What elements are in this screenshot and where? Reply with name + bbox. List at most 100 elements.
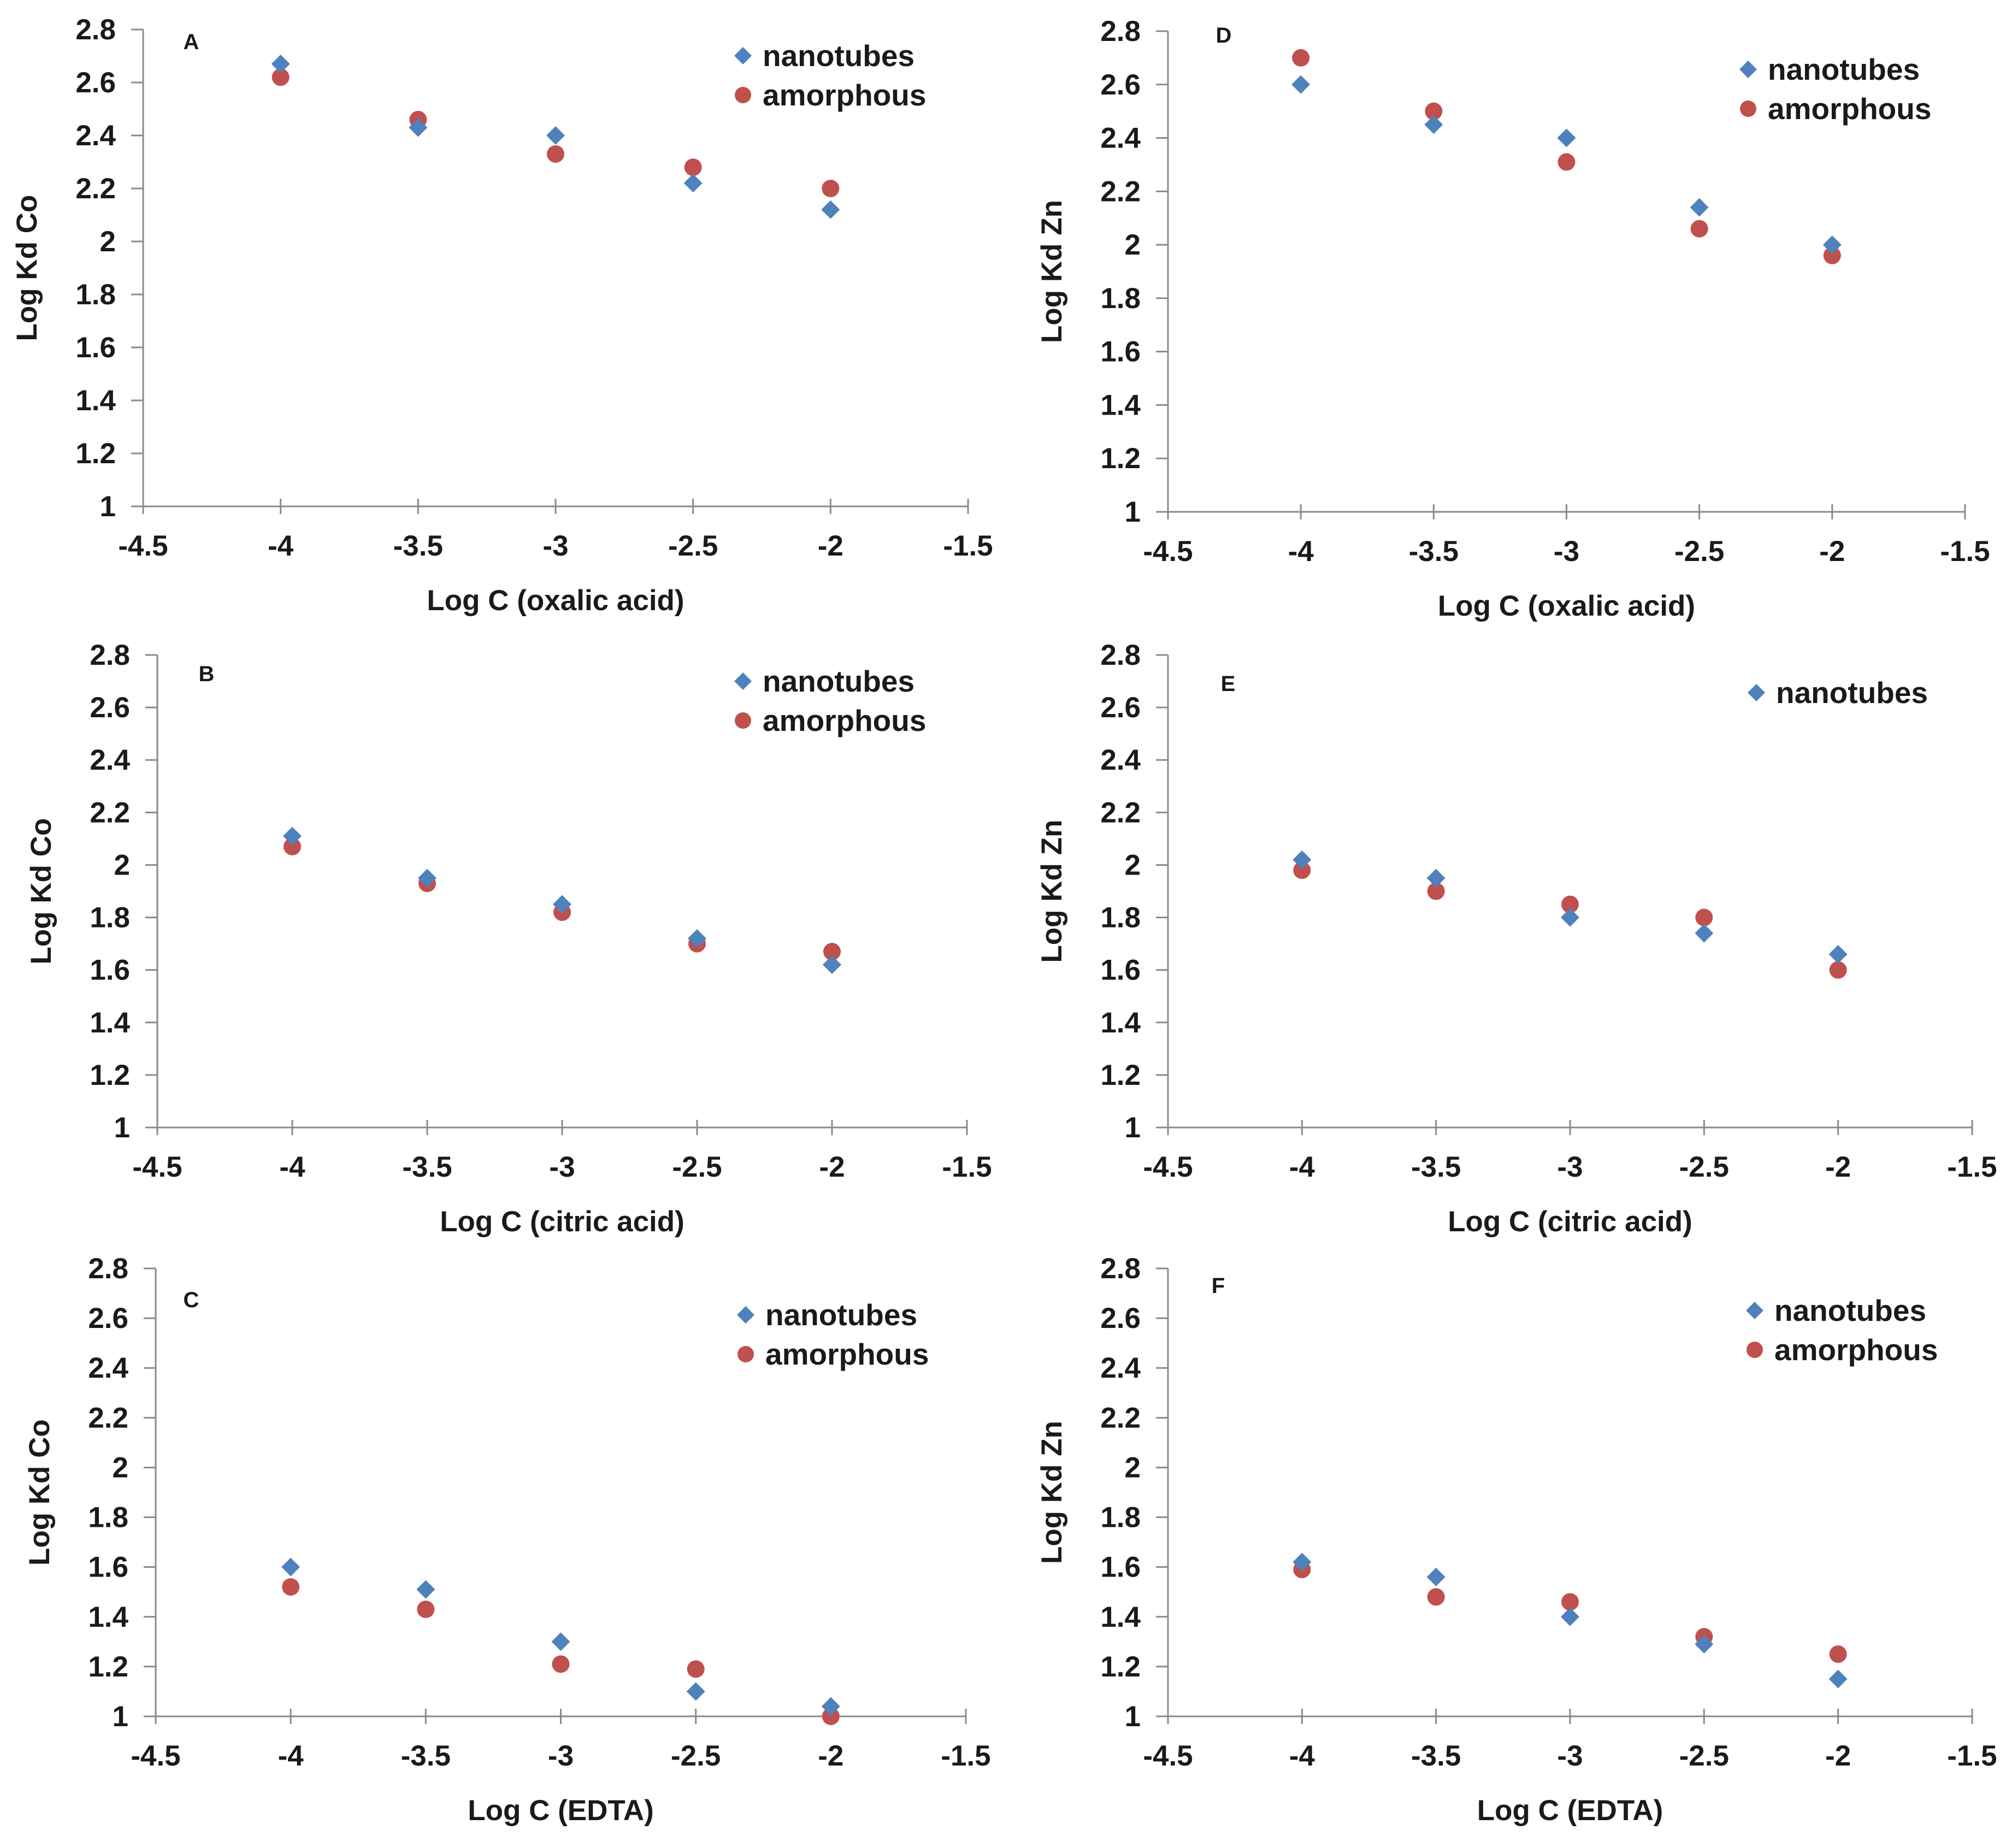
- y-tick-label: 2: [1125, 1451, 1141, 1484]
- nanotubes-point: [1293, 1552, 1312, 1572]
- panel-letter: D: [1216, 23, 1232, 48]
- x-tick-label: -2: [1819, 535, 1845, 568]
- y-tick-label: 1.2: [90, 1059, 130, 1091]
- legend-marker-amorphous: [735, 87, 751, 103]
- y-tick-label: 1.4: [88, 1601, 128, 1633]
- y-axis-title: Log Kd Zn: [1036, 820, 1068, 963]
- amorphous-point: [1695, 908, 1713, 926]
- x-axis-title: Log C (oxalic acid): [1438, 590, 1695, 622]
- amorphous-point: [1561, 1593, 1579, 1611]
- y-tick-label: 2.2: [90, 796, 130, 829]
- panel-letter: E: [1221, 672, 1236, 696]
- x-tick-label: -2: [819, 1151, 845, 1183]
- nanotubes-point: [1557, 128, 1576, 147]
- nanotubes-point: [1695, 1634, 1714, 1654]
- legend-label-amorphous: amorphous: [763, 78, 926, 112]
- y-tick-label: 2.6: [1100, 692, 1141, 724]
- x-tick-label: -2.5: [1679, 1740, 1729, 1772]
- nanotubes-point: [821, 1697, 840, 1716]
- legend-label-nanotubes: nanotubes: [1774, 1294, 1926, 1327]
- y-tick-label: 2.2: [1100, 796, 1141, 829]
- chart-panel-e: -4.5 -4 -3.5 -3 -2.5 -2 -1.5 1 1.2 1.4 1.6 1.8 2 2.2 2…: [1036, 639, 1997, 1238]
- y-tick-label: 1.8: [1100, 1502, 1141, 1534]
- legend-marker-nanotubes: [734, 672, 752, 690]
- legend-label-nanotubes: nanotubes: [765, 1298, 917, 1332]
- amorphous-point: [1293, 861, 1311, 879]
- y-tick-label: 2.6: [90, 692, 130, 724]
- x-tick-label: -3.5: [402, 1151, 452, 1183]
- legend-label-nanotubes: nanotubes: [763, 39, 914, 73]
- panel-letter: F: [1212, 1274, 1225, 1298]
- nanotubes-point: [553, 895, 571, 914]
- nanotubes-point: [688, 929, 706, 948]
- y-tick-label: 2.2: [1100, 175, 1141, 208]
- y-tick-label: 2.8: [90, 639, 130, 671]
- legend-label-amorphous: amorphous: [763, 704, 926, 737]
- nanotubes-point: [821, 200, 840, 219]
- chart-panel-b: -4.5 -4 -3.5 -3 -2.5 -2 -1.5 1 1.2 1.4 1.6 1.8 2 2.2 2…: [25, 639, 992, 1238]
- nanotubes-point: [1828, 1669, 1848, 1688]
- nanotubes-point: [1424, 115, 1443, 134]
- x-tick-label: -4.5: [1143, 1740, 1193, 1772]
- x-tick-label: -4: [1289, 1151, 1315, 1183]
- x-tick-label: -4: [1288, 535, 1314, 568]
- y-tick-label: 1: [1125, 1112, 1141, 1144]
- amorphous-point: [823, 943, 841, 961]
- amorphous-point: [1829, 961, 1847, 979]
- x-tick-label: -3: [548, 1740, 574, 1772]
- y-axis-title: Log Kd Zn: [1036, 200, 1068, 343]
- nanotubes-point: [546, 126, 565, 145]
- x-axis-title: Log C (EDTA): [468, 1794, 654, 1827]
- amorphous-point: [684, 158, 702, 176]
- y-tick-label: 1.8: [1100, 902, 1141, 934]
- y-tick-label: 1.4: [90, 1007, 130, 1039]
- nanotubes-point: [416, 1580, 435, 1599]
- nanotubes-point: [1293, 850, 1312, 869]
- x-tick-label: -4.5: [132, 1151, 182, 1183]
- chart-panel-d: -4.5 -4 -3.5 -3 -2.5 -2 -1.5 1 1.2 1.4 1.6 1.8 2 2.2 2…: [1036, 15, 1990, 622]
- y-tick-label: 2.4: [88, 1352, 128, 1384]
- y-tick-label: 1.8: [88, 1502, 128, 1534]
- amorphous-point: [1557, 153, 1576, 171]
- x-tick-label: -2: [1825, 1740, 1851, 1772]
- y-tick-label: 1.4: [75, 385, 116, 417]
- amorphous-point: [284, 837, 301, 855]
- amorphous-point: [1829, 1645, 1847, 1663]
- y-tick-label: 1: [100, 491, 116, 523]
- y-tick-label: 1.8: [90, 902, 130, 934]
- x-tick-label: -4: [1289, 1740, 1315, 1772]
- nanotubes-point: [409, 118, 428, 137]
- y-tick-label: 1.2: [1100, 1651, 1141, 1683]
- y-tick-label: 1: [114, 1112, 130, 1144]
- x-axis-title: Log C (oxalic acid): [427, 584, 684, 617]
- y-tick-label: 1.6: [1100, 1551, 1141, 1584]
- y-tick-label: 2.2: [88, 1402, 128, 1434]
- x-tick-label: -2: [1825, 1151, 1851, 1183]
- nanotubes-point: [418, 869, 436, 888]
- nanotubes-point: [1426, 1567, 1445, 1586]
- nanotubes-point: [1828, 944, 1848, 964]
- y-tick-label: 1: [1125, 496, 1141, 528]
- y-tick-label: 2.4: [1100, 744, 1141, 776]
- nanotubes-point: [1426, 869, 1445, 888]
- y-axis-title: Log Kd Co: [11, 195, 43, 341]
- y-tick-label: 2.6: [88, 1302, 128, 1335]
- amorphous-point: [822, 180, 840, 197]
- nanotubes-point: [1690, 198, 1709, 217]
- y-tick-label: 2.4: [1100, 122, 1141, 155]
- amorphous-point: [687, 1660, 705, 1678]
- x-tick-label: -2.5: [668, 530, 718, 562]
- x-axis-title: Log C (citric acid): [440, 1206, 685, 1238]
- legend-marker-nanotubes: [1748, 684, 1765, 701]
- x-tick-label: -3: [1557, 1740, 1583, 1772]
- amorphous-point: [822, 1708, 840, 1725]
- chart-panel-a: -4.5 -4 -3.5 -3 -2.5 -2 -1.5 1 1.2 1.4 1.6 1.8 2 2.2 2…: [11, 14, 993, 617]
- panel-letter: C: [184, 1288, 199, 1312]
- y-tick-label: 2.8: [1100, 15, 1141, 48]
- y-tick-label: 2.6: [75, 67, 116, 99]
- y-tick-label: 2.6: [1100, 1302, 1141, 1335]
- x-tick-label: -2.5: [672, 1151, 722, 1183]
- y-tick-label: 2: [114, 849, 130, 881]
- x-tick-label: -1.5: [1947, 1740, 1997, 1772]
